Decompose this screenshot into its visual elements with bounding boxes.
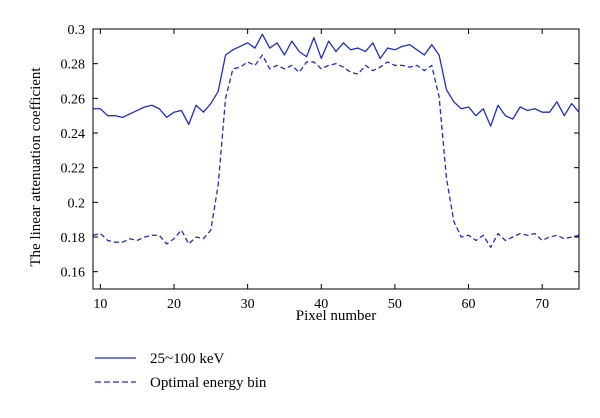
- y-tick-label: 0.28: [61, 58, 86, 73]
- x-axis: 10 20 30 40 50 60 70: [93, 29, 549, 312]
- x-tick-label: 20: [167, 297, 181, 312]
- series-layer: [93, 33, 579, 249]
- x-tick-label: 40: [314, 297, 328, 312]
- series-line-1: [93, 33, 579, 127]
- legend: 25~100 keV Optimal energy bin: [95, 351, 267, 391]
- legend-label-2: Optimal energy bin: [150, 375, 267, 391]
- x-tick-label: 60: [462, 297, 476, 312]
- y-tick-label: 0.16: [61, 266, 86, 281]
- y-tick-label: 0.2: [68, 196, 86, 211]
- y-tick-label: 0.24: [61, 127, 86, 142]
- y-tick-label: 0.3: [68, 23, 86, 38]
- y-tick-label: 0.18: [61, 231, 86, 246]
- y-axis: 0.16 0.18 0.2 0.22 0.24 0.26 0.28 0.3: [61, 23, 579, 281]
- plot-frame: [92, 28, 580, 290]
- y-tick-label: 0.26: [61, 92, 86, 107]
- x-tick-label: 30: [241, 297, 255, 312]
- x-tick-label: 10: [93, 297, 107, 312]
- y-tick-label: 0.22: [61, 162, 86, 177]
- legend-label-1: 25~100 keV: [150, 351, 225, 367]
- x-axis-title: Pixel number: [296, 308, 376, 324]
- series-line-2: [93, 54, 579, 249]
- y-axis-title: The linear attenuation coefficient: [28, 67, 44, 267]
- x-tick-label: 70: [535, 297, 549, 312]
- x-tick-label: 50: [388, 297, 402, 312]
